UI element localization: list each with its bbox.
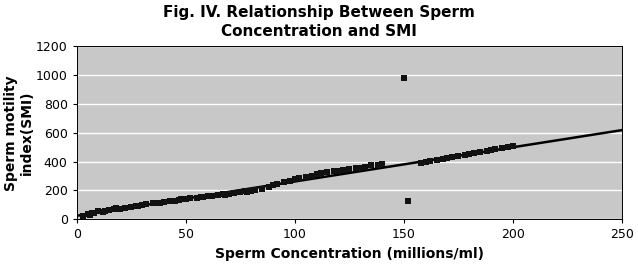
Point — [438, 157, 448, 161]
Point — [228, 191, 239, 195]
Point — [159, 200, 169, 204]
Point — [98, 210, 108, 214]
Point — [154, 201, 165, 205]
Point — [257, 187, 267, 191]
Point — [263, 185, 274, 189]
Point — [279, 180, 289, 184]
Point — [351, 166, 361, 170]
Point — [503, 145, 514, 149]
Point — [453, 154, 463, 158]
Point — [185, 196, 195, 200]
Point — [85, 213, 95, 217]
Point — [108, 207, 119, 211]
Point — [82, 212, 93, 216]
Point — [133, 204, 143, 208]
Point — [482, 149, 492, 153]
Point — [198, 195, 208, 200]
Point — [220, 193, 230, 197]
Point — [100, 209, 110, 213]
Point — [191, 196, 202, 200]
Point — [311, 172, 322, 176]
Text: Fig. IV. Relationship Between Sperm
Concentration and SMI: Fig. IV. Relationship Between Sperm Conc… — [163, 5, 475, 39]
Point — [242, 190, 252, 194]
Point — [508, 144, 518, 148]
Point — [246, 189, 256, 193]
Point — [403, 198, 413, 203]
Point — [268, 183, 278, 188]
Point — [213, 193, 223, 197]
Point — [464, 152, 474, 157]
Point — [176, 197, 186, 201]
Point — [420, 160, 431, 164]
Point — [490, 147, 500, 151]
Point — [87, 211, 97, 215]
Point — [359, 165, 369, 169]
Point — [93, 209, 103, 213]
Point — [285, 179, 295, 183]
Point — [78, 214, 88, 218]
Point — [497, 146, 507, 150]
Point — [416, 161, 426, 165]
Point — [468, 151, 478, 155]
Point — [104, 208, 114, 212]
Point — [130, 204, 140, 208]
Point — [207, 194, 217, 198]
Point — [165, 199, 175, 203]
Point — [344, 167, 354, 171]
Point — [338, 168, 348, 172]
Point — [202, 194, 212, 198]
Point — [475, 150, 486, 154]
Point — [239, 189, 249, 193]
X-axis label: Sperm Concentration (millions/ml): Sperm Concentration (millions/ml) — [215, 247, 484, 261]
Point — [460, 153, 470, 157]
Point — [329, 169, 339, 173]
Point — [300, 175, 311, 179]
Point — [355, 166, 366, 170]
Point — [126, 205, 137, 209]
Point — [170, 198, 180, 203]
Point — [399, 76, 409, 80]
Point — [307, 174, 317, 178]
Point — [294, 176, 304, 180]
Point — [142, 202, 152, 206]
Point — [174, 198, 184, 202]
Point — [250, 188, 260, 192]
Point — [148, 201, 158, 206]
Point — [366, 163, 376, 167]
Point — [373, 163, 383, 167]
Point — [111, 206, 121, 211]
Point — [119, 206, 130, 210]
Point — [218, 192, 228, 196]
Point — [115, 207, 126, 211]
Point — [224, 192, 234, 196]
Point — [322, 170, 332, 174]
Point — [89, 211, 100, 216]
Point — [196, 195, 206, 199]
Point — [442, 156, 452, 161]
Point — [235, 190, 246, 194]
Point — [181, 197, 191, 201]
Point — [290, 177, 300, 181]
Point — [152, 201, 163, 205]
Point — [137, 203, 147, 207]
Point — [425, 159, 435, 163]
Point — [316, 171, 326, 175]
Point — [272, 182, 283, 187]
Point — [377, 162, 387, 166]
Point — [486, 148, 496, 152]
Point — [333, 168, 343, 173]
Point — [447, 155, 457, 159]
Point — [431, 158, 441, 162]
Y-axis label: Sperm motility
index(SMI): Sperm motility index(SMI) — [4, 75, 34, 191]
